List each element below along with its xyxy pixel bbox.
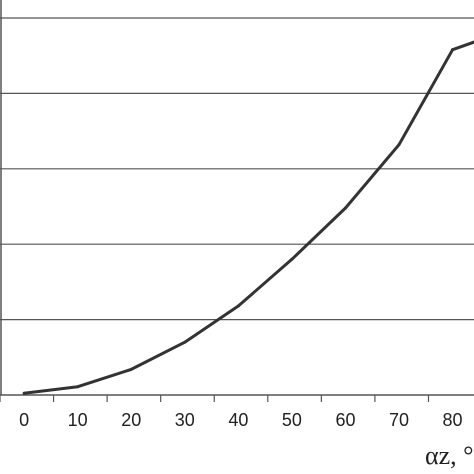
series-line xyxy=(23,40,474,395)
x-tick-label-50: 50 xyxy=(282,410,302,430)
gridlines xyxy=(0,17,474,321)
x-ticks xyxy=(0,395,430,402)
x-axis-title: αz, ° xyxy=(425,441,474,470)
data-point xyxy=(183,340,187,344)
series-points xyxy=(22,40,474,395)
x-tick-label-60: 60 xyxy=(335,410,355,430)
data-point xyxy=(76,385,80,389)
data-point xyxy=(129,367,133,371)
data-point xyxy=(236,304,240,308)
x-tick-label-80: 80 xyxy=(443,410,463,430)
x-tick-label-70: 70 xyxy=(389,410,409,430)
data-point xyxy=(22,391,26,395)
x-tick-label-20: 20 xyxy=(121,410,141,430)
data-point xyxy=(451,48,455,52)
data-point xyxy=(343,206,347,210)
x-tick-label-30: 30 xyxy=(175,410,195,430)
x-tick-label-0: 0 xyxy=(19,410,29,430)
x-tick-labels: 0 10 20 30 40 50 60 70 80 xyxy=(19,410,462,430)
x-tick-label-40: 40 xyxy=(228,410,248,430)
data-point xyxy=(290,257,294,261)
x-tick-label-10: 10 xyxy=(68,410,88,430)
data-point xyxy=(397,143,401,147)
